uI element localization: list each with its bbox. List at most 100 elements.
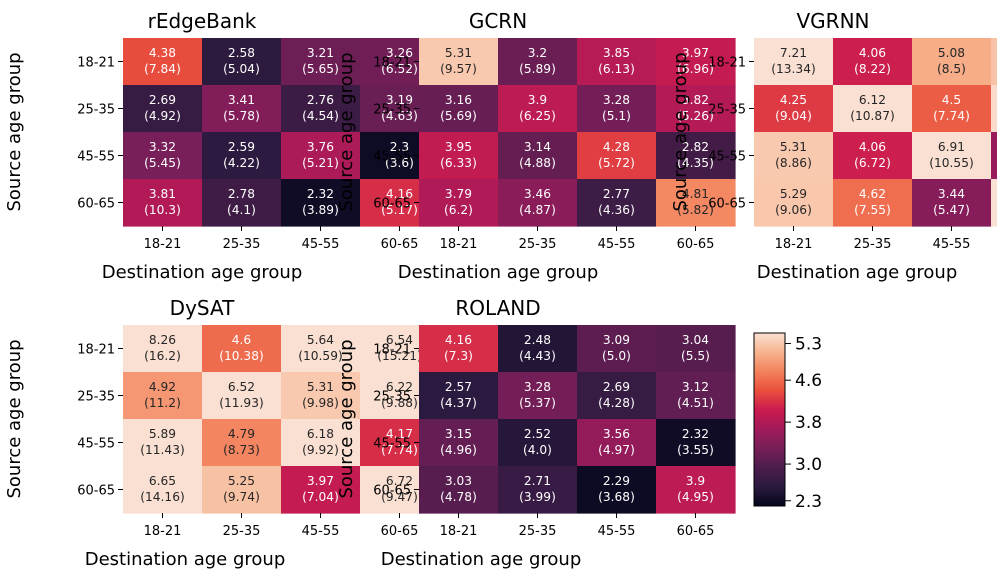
heatmap-cell xyxy=(912,85,992,133)
cell-std-label: (9.57) xyxy=(440,62,477,76)
cell-std-label: (6.13) xyxy=(598,62,635,76)
cell-value-label: 5.89 xyxy=(149,427,176,441)
cell-value-label: 2.82 xyxy=(682,140,709,154)
heatmap-cell xyxy=(498,85,578,133)
cell-value-label: 2.52 xyxy=(524,427,551,441)
y-tick-labels: 18-21 25-35 45-55 60-65 xyxy=(708,56,754,212)
heatmap-cell xyxy=(498,372,578,420)
cell-std-label: (10.3) xyxy=(144,203,181,217)
heatmap-cell xyxy=(419,466,499,514)
cell-std-label: (7.04) xyxy=(302,490,339,504)
cell-value-label: 6.22 xyxy=(386,380,413,394)
heatmap-cell xyxy=(419,179,499,227)
cell-value-label: 5.31 xyxy=(780,140,807,154)
heatmap-cell xyxy=(498,466,578,514)
cell-std-label: (5.1) xyxy=(602,109,631,123)
cell-value-label: 3.16 xyxy=(445,93,472,107)
cell-std-label: (5.72) xyxy=(598,156,635,170)
cell-value-label: 2.71 xyxy=(524,474,551,488)
heatmap-cell xyxy=(498,38,578,86)
heatmap-cell xyxy=(656,38,736,86)
cell-std-label: (4.97) xyxy=(598,443,635,457)
heatmap-cell xyxy=(656,466,736,514)
cell-std-label: (8.22) xyxy=(854,62,891,76)
y-tick-label: 18-21 xyxy=(708,56,746,71)
cell-std-label: (5.37) xyxy=(519,396,556,410)
cell-value-label: 3.21 xyxy=(307,46,334,60)
cell-std-label: (10.55) xyxy=(929,156,973,170)
heatmap-cell xyxy=(833,85,913,133)
heatmap-cell xyxy=(833,38,913,86)
cell-std-label: (6.33) xyxy=(440,156,477,170)
cell-std-label: (5.04) xyxy=(223,62,260,76)
x-tick-label: 45-55 xyxy=(302,237,340,252)
cell-value-label: 3.79 xyxy=(445,187,472,201)
cell-std-label: (6.52) xyxy=(381,62,418,76)
colorbar-tick-label: 5.3 xyxy=(795,334,822,354)
heatmap-cell xyxy=(656,132,736,180)
cell-value-label: 3.04 xyxy=(682,333,709,347)
heatmap-cell xyxy=(656,372,736,420)
cell-std-label: (4.1) xyxy=(227,203,256,217)
cell-value-label: 3.09 xyxy=(603,333,630,347)
x-tick-labels: 18-21 25-35 45-55 60-65 xyxy=(144,513,419,539)
cell-std-label: (11.93) xyxy=(219,396,263,410)
cell-std-label: (4.92) xyxy=(144,109,181,123)
cell-std-label: (5.17) xyxy=(381,203,418,217)
cell-std-label: (9.06) xyxy=(775,203,812,217)
y-tick-labels: 18-21 25-35 45-55 60-65 xyxy=(77,343,123,499)
cell-std-label: (4.63) xyxy=(381,109,418,123)
x-tick-label: 18-21 xyxy=(440,237,478,252)
heatmap-cell xyxy=(202,85,282,133)
cell-std-label: (7.55) xyxy=(854,203,891,217)
colorbar-tick-label: 2.3 xyxy=(795,492,822,512)
cell-value-label: 4.79 xyxy=(228,427,255,441)
cell-value-label: 2.29 xyxy=(603,474,630,488)
x-tick-label: 60-65 xyxy=(677,524,715,539)
cell-value-label: 3.03 xyxy=(445,474,472,488)
cell-value-label: 8.26 xyxy=(149,333,176,347)
cell-value-label: 7.21 xyxy=(780,46,807,60)
heatmap-cell xyxy=(498,179,578,227)
heatmap-cell xyxy=(754,179,834,227)
cell-std-label: (3.55) xyxy=(677,443,714,457)
panel-title: DySAT xyxy=(170,296,235,320)
cell-value-label: 2.32 xyxy=(307,187,334,201)
panel-title: rEdgeBank xyxy=(148,9,257,33)
cell-value-label: 3.32 xyxy=(149,140,176,154)
heatmap-cell xyxy=(123,179,203,227)
x-tick-label: 60-65 xyxy=(381,524,419,539)
cell-std-label: (11.43) xyxy=(140,443,184,457)
cell-std-label: (4.22) xyxy=(223,156,260,170)
cell-value-label: 2.69 xyxy=(149,93,176,107)
cell-value-label: 5.64 xyxy=(307,333,334,347)
heatmap-cell xyxy=(991,132,997,180)
y-axis-label: Source age group xyxy=(4,52,25,211)
heatmap-cell xyxy=(577,325,657,373)
heatmap-panel-redgebank: rEdgeBank 4.38 (7.84) 2.58 (5.04) 3.21 (5.65)… xyxy=(4,9,440,283)
y-tick-label: 45-55 xyxy=(373,437,411,452)
cell-std-label: (5.0) xyxy=(602,349,631,363)
heatmap-cell xyxy=(281,466,361,514)
cell-std-label: (3.89) xyxy=(302,203,339,217)
y-tick-label: 25-35 xyxy=(77,103,115,118)
cell-value-label: 6.52 xyxy=(228,380,255,394)
cell-value-label: 3.15 xyxy=(445,427,472,441)
y-tick-labels: 18-21 25-35 45-55 60-65 xyxy=(373,343,419,499)
cell-std-label: (7.84) xyxy=(144,62,181,76)
cell-std-label: (4.96) xyxy=(440,443,477,457)
cell-value-label: 6.65 xyxy=(149,474,176,488)
cell-std-label: (9.74) xyxy=(223,490,260,504)
heatmap-cell xyxy=(656,419,736,467)
cell-value-label: 3.56 xyxy=(603,427,630,441)
cell-std-label: (5.45) xyxy=(144,156,181,170)
heatmap-panel-dysat: DySAT 8.26 (16.2) 4.6 (10.38) 5.64 (10.59) 6.5… xyxy=(4,296,440,570)
cell-value-label: 3.41 xyxy=(228,93,255,107)
x-tick-label: 18-21 xyxy=(144,237,182,252)
cell-std-label: (8.73) xyxy=(223,443,260,457)
cell-value-label: 5.31 xyxy=(307,380,334,394)
cell-std-label: (9.98) xyxy=(302,396,339,410)
heatmap-cell xyxy=(123,419,203,467)
heatmap-cell xyxy=(754,38,834,86)
heatmap-cell xyxy=(281,38,361,86)
